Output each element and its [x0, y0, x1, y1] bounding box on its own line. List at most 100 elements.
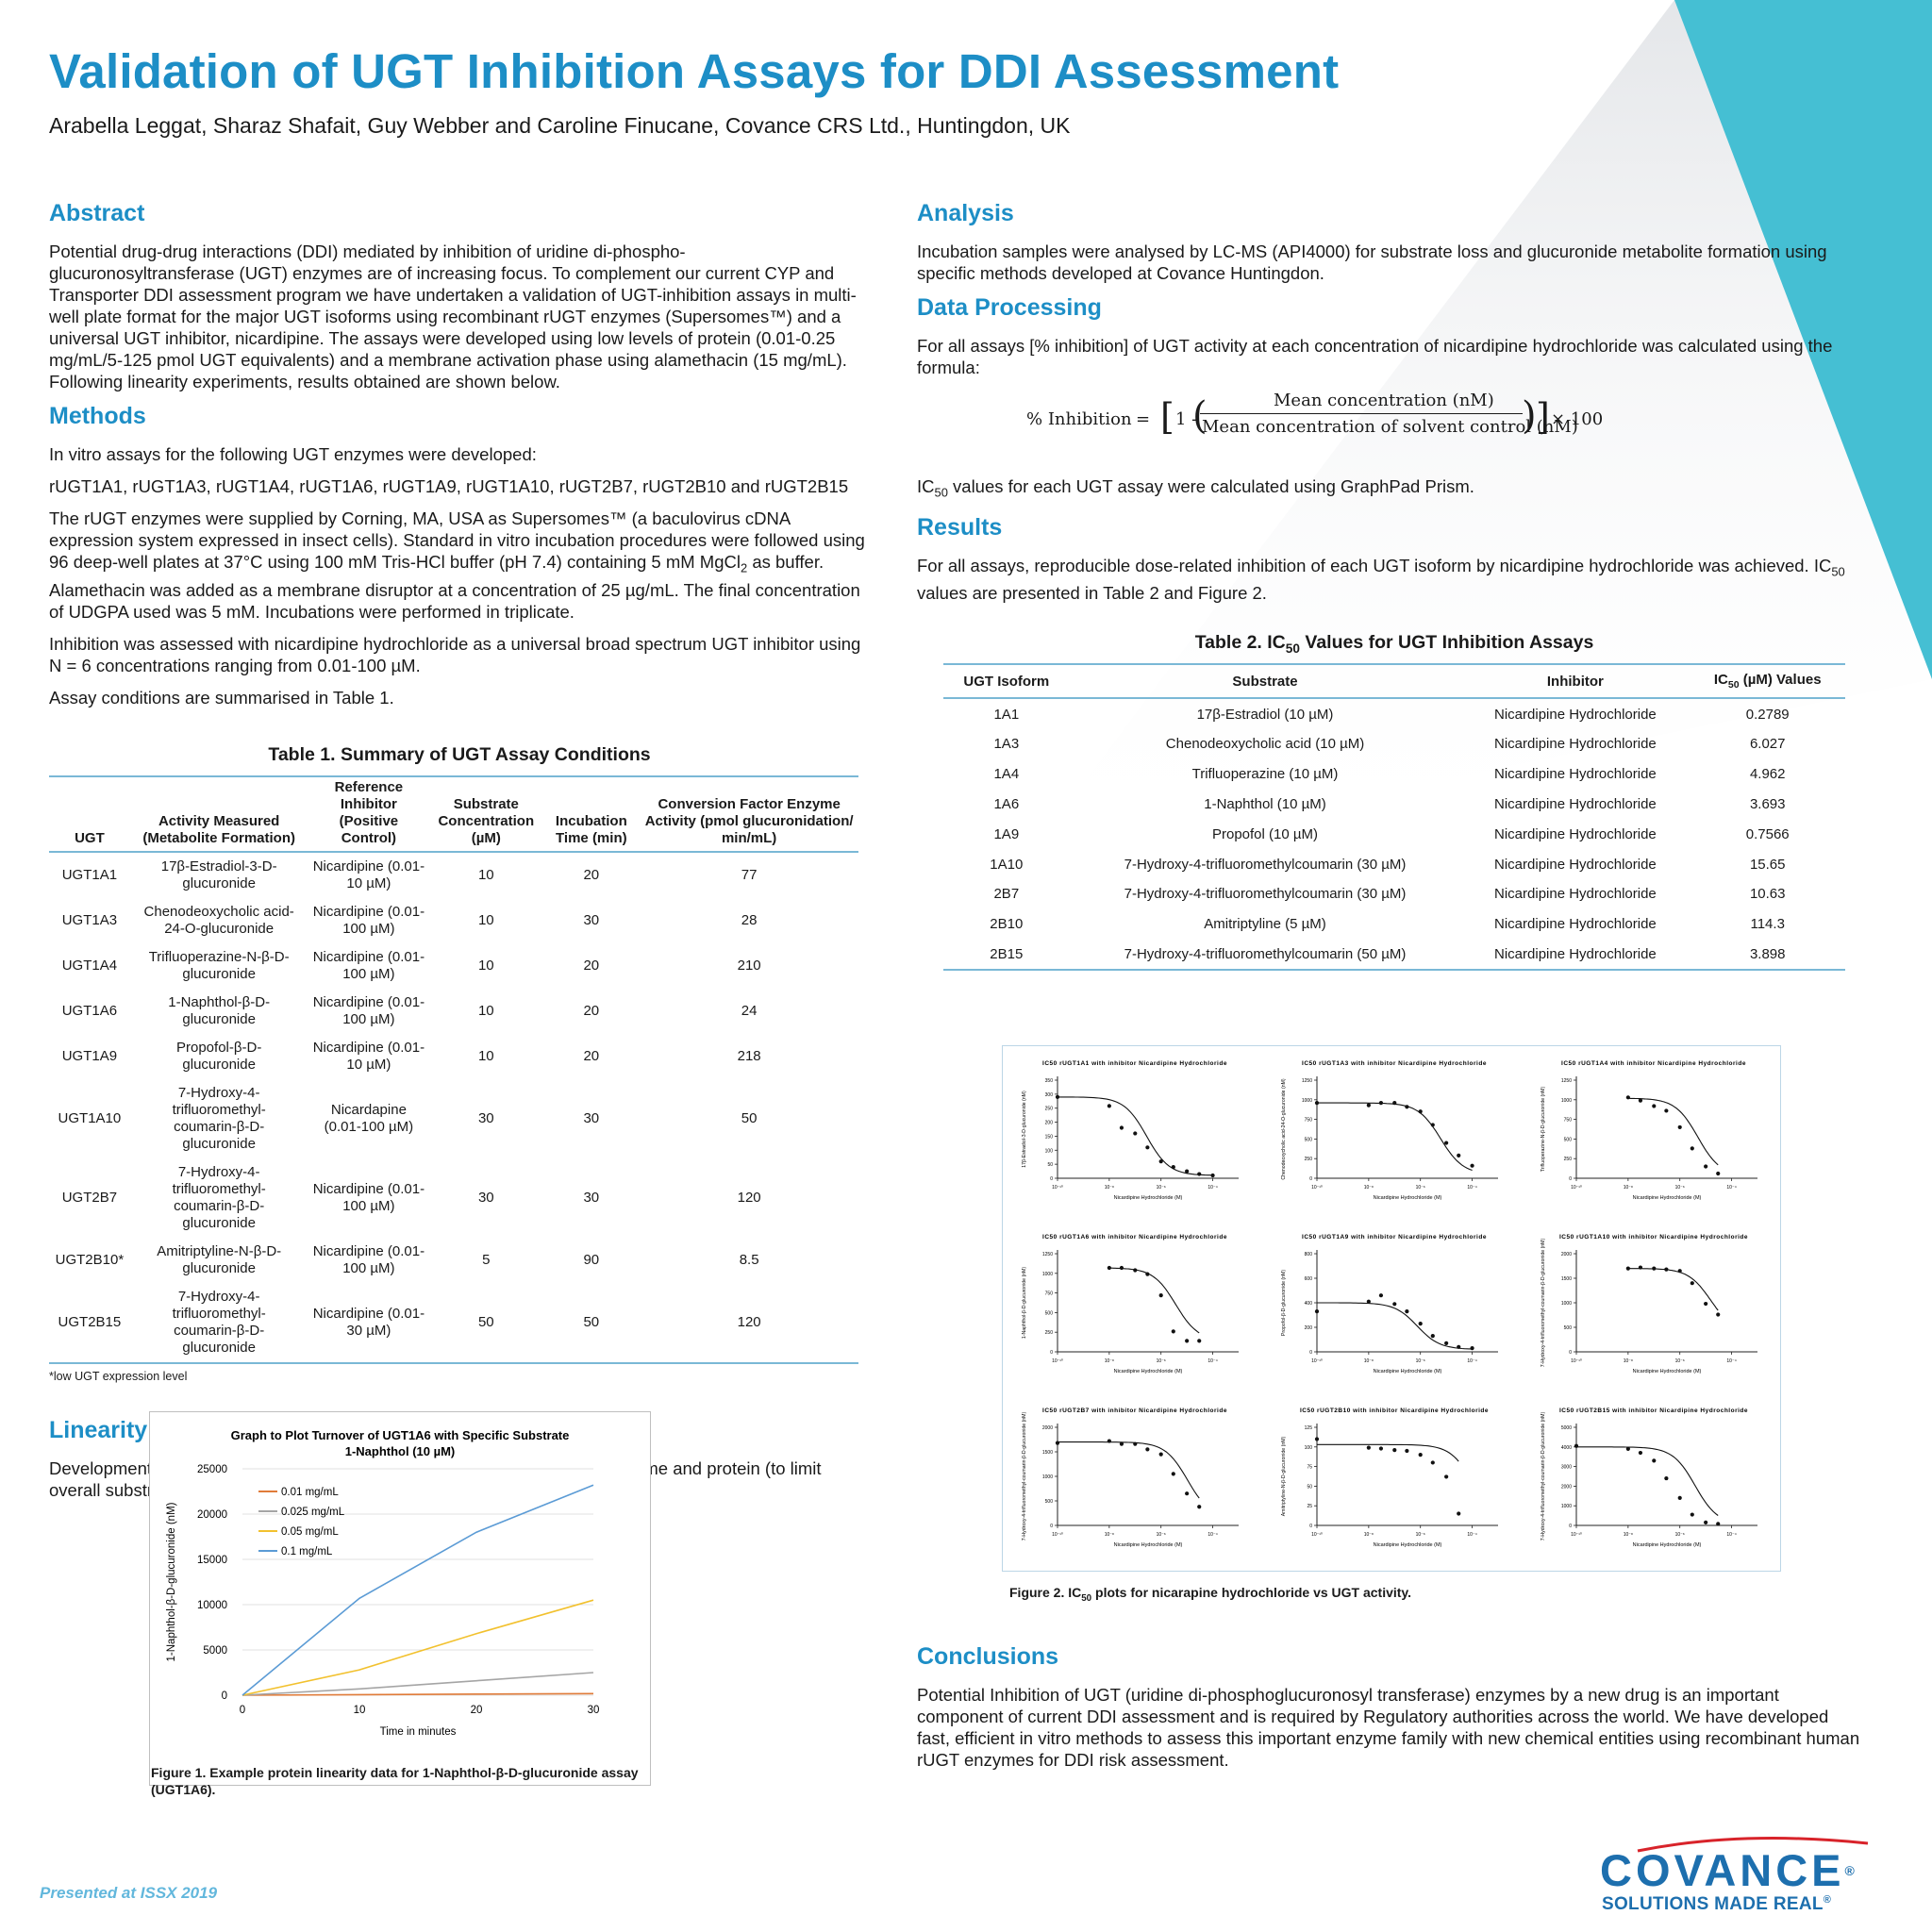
chart-title: Graph to Plot Turnover of UGT1A6 with Sp…	[231, 1428, 570, 1442]
fit-curve	[1317, 1443, 1459, 1462]
table2-header: UGT Isoform	[943, 663, 1070, 700]
table-row: 1A10 7-Hydroxy-4-trifluoromethylcoumarin …	[943, 849, 1845, 879]
y-tick-label: 250	[1564, 1157, 1573, 1162]
x-tick-label: 10⁻⁶	[1675, 1358, 1685, 1364]
table1-cell: 20	[583, 1002, 600, 1019]
table-row: 1A9 Propofol (10 µM) Nicardipine Hydrochlo…	[943, 819, 1845, 849]
table2-cell: 2B10	[990, 916, 1024, 933]
y-tick-label: 0	[1309, 1524, 1312, 1529]
y-axis-label: Trifluoperazine-N-β-D-glucuronide (nM)	[1541, 1087, 1546, 1173]
x-tick-label: 10⁻¹⁰	[1571, 1358, 1582, 1364]
panel-title: IC50 rUGT1A3 with inhibitor Nicardipine …	[1302, 1060, 1487, 1067]
table1-header: Activity Measured (Metabolite Formation)	[129, 774, 308, 853]
table2-cell: 114.3	[1750, 916, 1785, 933]
panel-title: IC50 rUGT2B10 with inhibitor Nicardipine…	[1300, 1407, 1489, 1414]
data-point	[1574, 1443, 1579, 1448]
data-point	[1664, 1267, 1669, 1272]
fit-curve	[1058, 1441, 1200, 1499]
y-tick-label: 0	[1050, 1524, 1053, 1529]
figure1-chart: Graph to Plot Turnover of UGT1A6 with Sp…	[149, 1411, 651, 1786]
table2-cell: 1-Naphthol (10 µM)	[1204, 796, 1326, 813]
ic50-panel: IC50 rUGT1A4 with inhibitor Nicardipine …	[1541, 1060, 1757, 1201]
data-point	[1457, 1344, 1461, 1349]
table-row: 2B10 Amitriptyline (5 µM) Nicardipine Hydr…	[943, 909, 1845, 940]
series-line	[242, 1692, 594, 1696]
panel-title: IC50 rUGT2B7 with inhibitor Nicardipine …	[1042, 1407, 1227, 1414]
abstract-text: Potential drug-drug interactions (DDI) m…	[49, 242, 857, 391]
y-tick-label: 0	[1050, 1176, 1053, 1182]
data-point	[1652, 1266, 1657, 1271]
x-tick-label: 10⁻⁴	[1208, 1358, 1217, 1364]
table-row: UGT1A9 Propofol-β-D-glucuronide Nicardipin…	[49, 1034, 858, 1079]
table2-header: Inhibitor	[1460, 663, 1690, 700]
table2-header: IC50 (µM) Values	[1690, 663, 1845, 700]
x-tick-label: 10	[354, 1705, 366, 1716]
table1-cell: Nicardipine (0.01-100 µM)	[312, 948, 425, 982]
data-point	[1185, 1491, 1190, 1496]
table1-cell: 50	[429, 1282, 543, 1364]
x-tick-label: 10⁻¹⁰	[1311, 1358, 1323, 1364]
x-tick-label: 10⁻⁴	[1467, 1532, 1476, 1538]
x-tick-label: 10⁻⁶	[1416, 1185, 1425, 1191]
y-axis-label: 7-Hydroxy-4-trifluoromethyl-coumarin-β-D…	[1541, 1239, 1546, 1368]
conclusions-section: Conclusions Potential Inhibition of UGT …	[917, 1643, 1860, 1781]
data-point	[1055, 1094, 1060, 1099]
table2-cell: Nicardipine Hydrochloride	[1494, 736, 1657, 753]
y-tick-label: 5000	[203, 1645, 227, 1657]
y-tick-label: 250	[1305, 1157, 1313, 1162]
table-row: UGT1A1 17β-Estradiol-3-D-glucuronide Nicar…	[49, 852, 858, 898]
data-point	[1378, 1446, 1384, 1451]
data-point	[1197, 1505, 1202, 1509]
y-axis-label: 1-Naphthol-β-D-glucuronide (nM)	[166, 1502, 177, 1661]
methods-enzyme-list: rUGT1A1, rUGT1A3, rUGT1A4, rUGT1A6, rUGT…	[49, 476, 849, 496]
data-point	[1444, 1341, 1449, 1345]
table1-cell: 30	[477, 1189, 494, 1206]
table1-cell: 17β-Estradiol-3-D-glucuronide	[160, 858, 277, 891]
panel-title: IC50 rUGT1A4 with inhibitor Nicardipine …	[1561, 1060, 1746, 1067]
data-point	[1366, 1445, 1371, 1450]
table2-cell: Nicardipine Hydrochloride	[1494, 706, 1657, 723]
y-tick-label: 750	[1564, 1118, 1573, 1124]
data-point	[1314, 1437, 1320, 1441]
table1-cell: 5	[482, 1251, 491, 1268]
data-point	[1470, 1163, 1474, 1168]
table1-cell: UGT1A6	[61, 1002, 118, 1019]
data-point	[1664, 1475, 1669, 1481]
table-row: UGT1A6 1-Naphthol-β-D-glucuronide Nicardip…	[49, 989, 858, 1034]
methods-procedure: The rUGT enzymes were supplied by Cornin…	[49, 508, 865, 622]
table1-cell: 30	[583, 911, 600, 928]
table1-cell: Nicardapine (0.01-100 µM)	[324, 1101, 414, 1135]
table1-cell: Nicardipine (0.01-10 µM)	[312, 1039, 425, 1073]
ic50-panels-svg: IC50 rUGT1A1 with inhibitor Nicardipine …	[1022, 1060, 1757, 1548]
logo-swoosh	[1637, 1837, 1869, 1853]
data-point	[1210, 1173, 1215, 1178]
table-row: 1A3 Chenodeoxycholic acid (10 µM) Nicardip…	[943, 729, 1845, 759]
y-tick-label: 1250	[1561, 1078, 1572, 1084]
y-tick-label: 0	[1569, 1176, 1572, 1182]
figure2-caption: Figure 2. IC50 plots for nicarapine hydr…	[1009, 1585, 1412, 1604]
data-point	[1197, 1339, 1202, 1343]
table2-cell: Propofol (10 µM)	[1211, 825, 1319, 842]
table2-cell: 15.65	[1749, 856, 1786, 873]
data-point	[1392, 1101, 1397, 1106]
x-tick-label: 10⁻⁶	[1416, 1532, 1425, 1538]
table2-cell: Nicardipine Hydrochloride	[1460, 939, 1690, 972]
x-tick-label: 10⁻¹⁰	[1052, 1532, 1063, 1538]
y-tick-label: 400	[1305, 1301, 1313, 1307]
y-tick-label: 50	[1307, 1484, 1312, 1490]
data-point	[1171, 1329, 1175, 1334]
data-point	[1314, 1101, 1320, 1106]
table2-cell: 0.2789	[1745, 706, 1790, 723]
table1-cell: 30	[583, 1109, 600, 1126]
table1-cell: Nicardipine (0.01-10 µM)	[312, 858, 425, 891]
y-tick-label: 1500	[1561, 1276, 1572, 1282]
table1-cell: 120	[737, 1189, 761, 1206]
data-point	[1444, 1474, 1449, 1479]
data-point	[1133, 1268, 1138, 1273]
table1-cell: 20	[583, 866, 600, 883]
data-point	[1638, 1450, 1643, 1456]
y-tick-label: 1250	[1042, 1252, 1053, 1257]
table1-header: Incubation Time (min)	[542, 774, 641, 853]
table1-cell: 50	[741, 1109, 758, 1126]
y-axis-label: Amitriptyline-N-β-D-glucuronide (nM)	[1281, 1436, 1287, 1516]
